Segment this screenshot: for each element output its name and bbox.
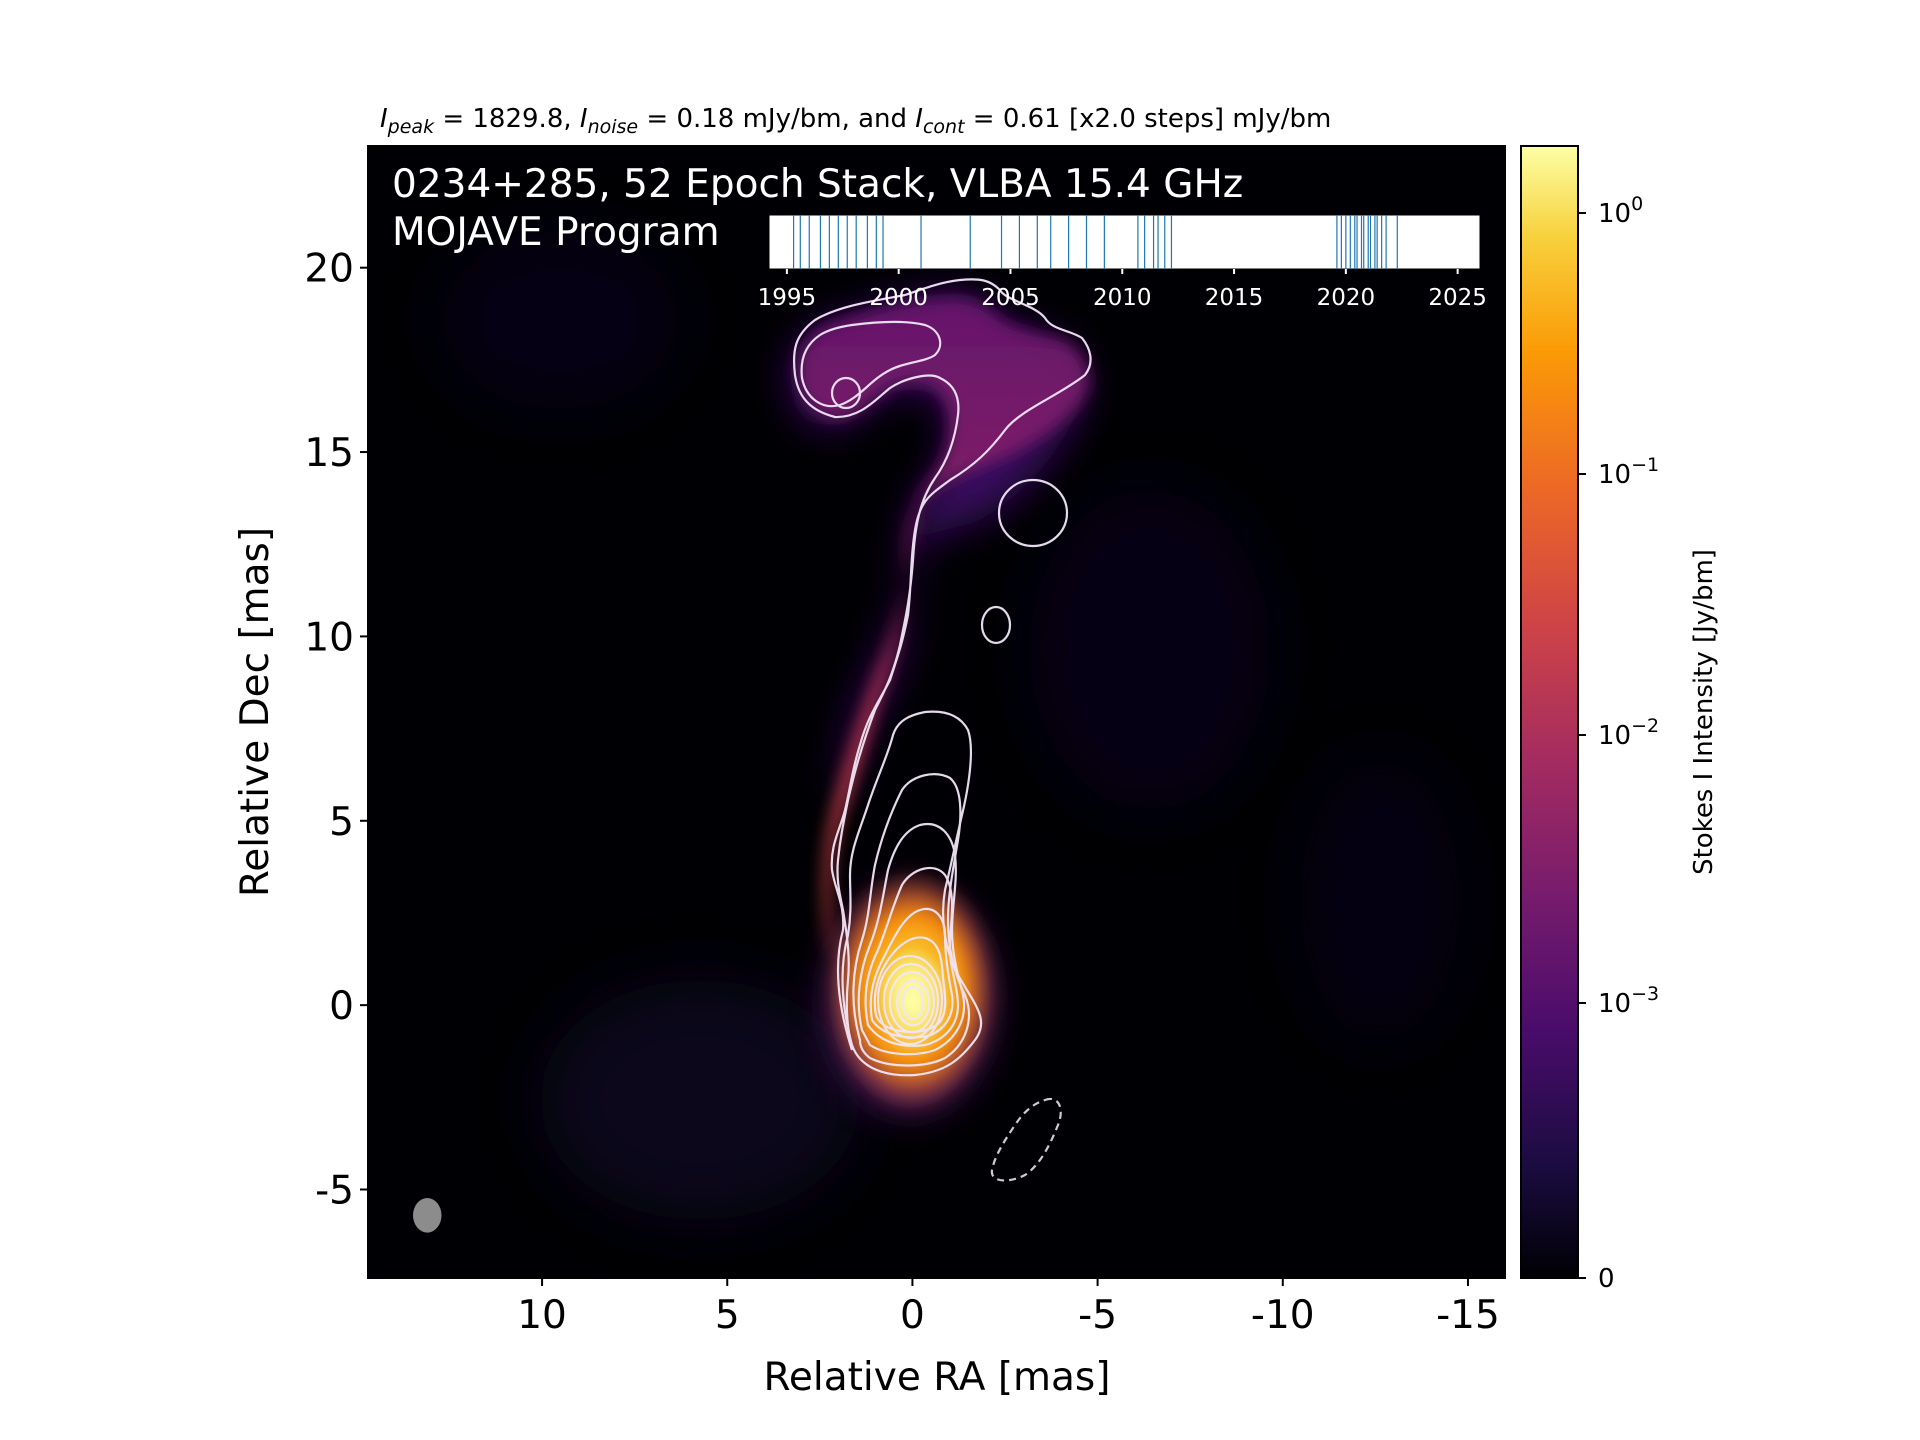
contour-left-knot xyxy=(830,376,862,410)
beam-ellipse xyxy=(412,1198,442,1233)
timeline-tick-label: 1995 xyxy=(758,285,817,311)
cont-value: = 0.61 [x2.0 steps] mJy/bm xyxy=(965,104,1332,134)
contour-4 xyxy=(857,822,966,1056)
x-tick-label: -5 xyxy=(1078,1293,1117,1338)
colorbar-ticks: 0 10−3 10−2 10−1 100 xyxy=(1578,193,1659,1294)
contour-2 xyxy=(841,710,983,1077)
noise-sub: noise xyxy=(588,116,639,138)
colorbar-gradient xyxy=(1520,145,1579,1279)
contour-8 xyxy=(876,954,944,1046)
colorbar-tick-label: 100 xyxy=(1598,193,1643,229)
contour-left-lobe xyxy=(800,320,942,408)
plot-frame xyxy=(367,145,1506,1279)
colorbar: 0 10−3 10−2 10−1 100 Stokes I Intensity [Jy/… xyxy=(1520,145,1719,1294)
x-tick-label: -15 xyxy=(1436,1293,1500,1338)
contour-outer xyxy=(792,278,1092,1051)
header-info: Ipeak = 1829.8, Inoise = 0.18 mJy/bm, an… xyxy=(380,104,1331,138)
timeline-tick-label: 2025 xyxy=(1428,285,1487,311)
epoch-timeline: 1995 2000 2005 2010 2015 2020 2025 xyxy=(758,214,1487,311)
y-axis: -5 0 5 10 15 20 xyxy=(304,247,368,1214)
y-axis-label: Relative Dec [mas] xyxy=(233,527,278,897)
contours xyxy=(792,278,1092,1077)
peak-symbol: I xyxy=(380,104,388,134)
colorbar-tick-label: 0 xyxy=(1598,1264,1615,1294)
noise-symbol: I xyxy=(580,104,588,134)
y-tick-label: 0 xyxy=(329,984,354,1029)
cont-sub: cont xyxy=(923,116,966,138)
x-axis-label: Relative RA [mas] xyxy=(764,1355,1111,1400)
epoch-ticks xyxy=(792,215,1398,269)
x-tick-label: 5 xyxy=(715,1293,740,1338)
negative-contour xyxy=(990,1097,1062,1182)
x-axis: 10 5 0 -5 -10 -15 xyxy=(517,1278,1500,1338)
timeline-tick-label: 2020 xyxy=(1317,285,1376,311)
plot-title-line2: MOJAVE Program xyxy=(392,210,720,255)
x-tick-label: 0 xyxy=(900,1293,925,1338)
colorbar-label: Stokes I Intensity [Jy/bm] xyxy=(1689,549,1719,875)
contour-9 xyxy=(882,962,940,1040)
peak-sub: peak xyxy=(387,116,435,138)
peak-value: = 1829.8, xyxy=(434,104,580,134)
contour-mid-knot xyxy=(980,605,1012,645)
contour-right-lobe xyxy=(997,478,1069,548)
colorbar-tick-label: 10−3 xyxy=(1598,983,1659,1019)
x-tick-label: 10 xyxy=(517,1293,567,1338)
timeline-axis: 1995 2000 2005 2010 2015 2020 2025 xyxy=(758,269,1487,311)
contour-10 xyxy=(888,970,936,1034)
colorbar-tick-label: 10−2 xyxy=(1598,715,1659,751)
y-tick-label: -5 xyxy=(315,1169,354,1214)
y-tick-label: 5 xyxy=(329,800,354,845)
y-tick-label: 10 xyxy=(304,615,354,660)
y-tick-label: 15 xyxy=(304,431,354,476)
radio-emission xyxy=(412,230,1460,1233)
contour-3 xyxy=(852,773,970,1067)
cont-symbol: I xyxy=(915,104,923,134)
timeline-tick-label: 2015 xyxy=(1205,285,1264,311)
x-tick-label: -10 xyxy=(1251,1293,1315,1338)
timeline-box xyxy=(768,214,1481,270)
colorbar-tick-label: 10−1 xyxy=(1598,454,1659,490)
contour-12 xyxy=(901,985,925,1021)
timeline-tick-label: 2000 xyxy=(869,285,928,311)
contour-11 xyxy=(895,979,931,1027)
y-tick-label: 20 xyxy=(304,247,354,292)
contour-5 xyxy=(864,866,960,1047)
plot-title-line1: 0234+285, 52 Epoch Stack, VLBA 15.4 GHz xyxy=(392,162,1243,207)
noise-value: = 0.18 mJy/bm, and xyxy=(638,104,915,134)
jet-body xyxy=(797,298,1089,960)
timeline-tick-label: 2010 xyxy=(1093,285,1152,311)
timeline-tick-label: 2005 xyxy=(981,285,1040,311)
image-panel xyxy=(367,145,1506,1279)
